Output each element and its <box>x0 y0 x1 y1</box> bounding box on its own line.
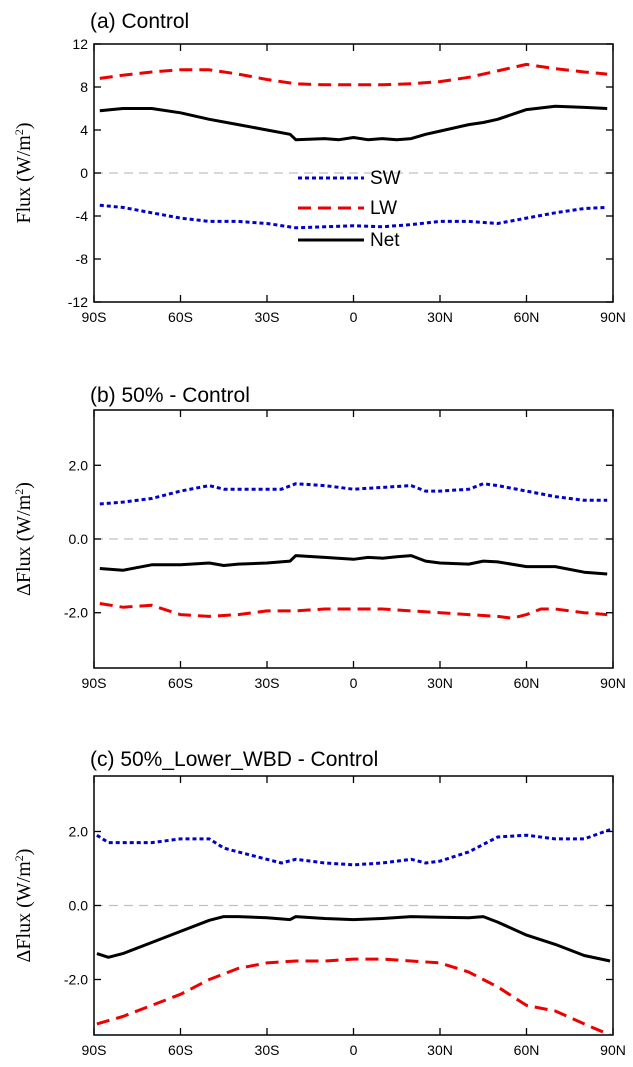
panel-2: (c) 50%_Lower_WBD - Control -2.0 0.0 2.0 90S… <box>12 748 626 1058</box>
x-tick-label: 60S <box>168 675 193 691</box>
series-lw-line <box>96 957 611 1035</box>
legend-sw-label: SW <box>370 168 401 189</box>
y-tick-label: -2.0 <box>64 972 88 988</box>
y-tick-label: 12 <box>72 36 88 52</box>
x-tick-label: 30N <box>427 309 453 325</box>
y-tick-label: 4 <box>80 122 88 138</box>
x-tick-label: 60S <box>168 309 193 325</box>
panel-0: (a) Control -12 -8 -4 0 4 8 12 90S 60S 30S 0 30N 60N 9… <box>12 10 626 325</box>
legend: SW LW Net <box>298 168 401 251</box>
x-tick-label: 90S <box>82 309 107 325</box>
x-tick-label: 90S <box>82 1042 107 1058</box>
series-lw-line <box>99 602 608 620</box>
panel-title: (b) 50% - Control <box>90 384 250 407</box>
y-tick-label: 0.0 <box>69 531 89 547</box>
x-tick-label: 30S <box>255 675 280 691</box>
series-sw-line <box>96 828 611 867</box>
series-net-line <box>99 554 608 576</box>
series-sw-line <box>99 203 608 230</box>
x-tick-label: 60S <box>168 1042 193 1058</box>
legend-lw-label: LW <box>370 198 397 219</box>
x-tick-label: 30N <box>427 675 453 691</box>
panel-1: (b) 50% - Control -2.0 0.0 2.0 90S 60S 30S 0 30N… <box>12 384 626 691</box>
y-axis-label: ΔFlux (W/m2) <box>12 482 35 596</box>
x-tick-label: 30N <box>427 1042 453 1058</box>
x-tick-label: 30S <box>255 309 280 325</box>
panel-title: (c) 50%_Lower_WBD - Control <box>90 748 378 771</box>
x-tick-label: 90N <box>600 309 626 325</box>
y-tick-label: 0.0 <box>69 898 89 914</box>
y-tick-label: -8 <box>76 251 89 267</box>
legend-net-label: Net <box>370 230 400 251</box>
x-tick-label: 0 <box>350 675 358 691</box>
y-axis-label: Flux (W/m2) <box>12 122 35 223</box>
x-tick-label: 60N <box>514 309 540 325</box>
series-sw-line <box>99 482 608 506</box>
series-net-line <box>96 915 611 963</box>
x-tick-label: 60N <box>514 1042 540 1058</box>
y-tick-label: 8 <box>80 79 88 95</box>
series-lw-line <box>99 62 608 87</box>
y-tick-label: 2.0 <box>69 457 89 473</box>
panel-title: (a) Control <box>90 10 189 33</box>
y-tick-label: -4 <box>76 208 89 224</box>
x-tick-label: 0 <box>350 309 358 325</box>
y-axis-label: ΔFlux (W/m2) <box>12 849 35 963</box>
x-tick-label: 90N <box>600 675 626 691</box>
x-tick-label: 60N <box>514 675 540 691</box>
y-tick-label: 2.0 <box>69 824 89 840</box>
y-tick-label: 0 <box>80 165 88 181</box>
x-tick-label: 90S <box>82 675 107 691</box>
x-tick-label: 0 <box>350 1042 358 1058</box>
y-tick-label: -12 <box>68 294 88 310</box>
y-tick-label: -2.0 <box>64 605 88 621</box>
series-net-line <box>99 104 608 142</box>
x-tick-label: 30S <box>255 1042 280 1058</box>
x-tick-label: 90N <box>600 1042 626 1058</box>
